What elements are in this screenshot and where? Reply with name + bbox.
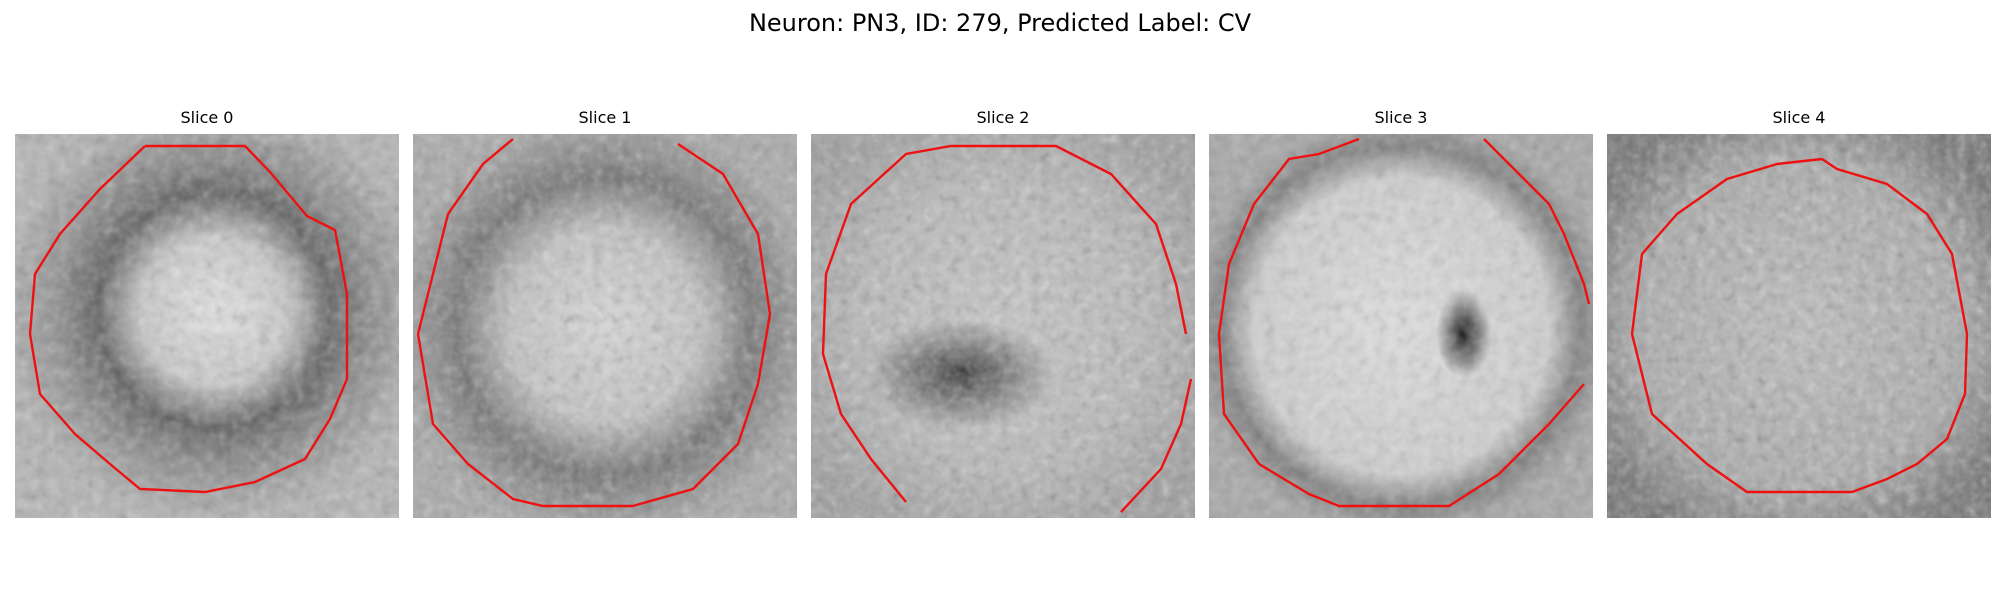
cell-contour (1630, 157, 1969, 494)
cell-contour (416, 138, 772, 508)
cell-contour (28, 144, 349, 494)
figure-title: Neuron: PN3, ID: 279, Predicted Label: C… (748, 9, 1252, 37)
slice-title: Slice 3 (1374, 108, 1428, 127)
slice-image (15, 134, 399, 518)
slice-image (1607, 134, 1991, 518)
slice-title: Slice 4 (1772, 108, 1826, 127)
slice-image (811, 134, 1195, 518)
cell-contour (1120, 378, 1193, 513)
slice-panel-4: Slice 4 (1607, 108, 1991, 518)
cell-contour (821, 144, 1188, 503)
slice-panel-3: Slice 3 (1209, 108, 1593, 518)
slice-image (1209, 134, 1593, 518)
slice-panel-1: Slice 1 (413, 108, 797, 518)
slice-image (413, 134, 797, 518)
slice-panel-0: Slice 0 (15, 108, 399, 518)
slice-panel-2: Slice 2 (811, 108, 1195, 518)
cell-contour (1483, 138, 1591, 305)
slice-title: Slice 2 (976, 108, 1030, 127)
cell-contour (1217, 137, 1585, 508)
slice-title: Slice 1 (578, 108, 632, 127)
slice-title: Slice 0 (180, 108, 234, 127)
